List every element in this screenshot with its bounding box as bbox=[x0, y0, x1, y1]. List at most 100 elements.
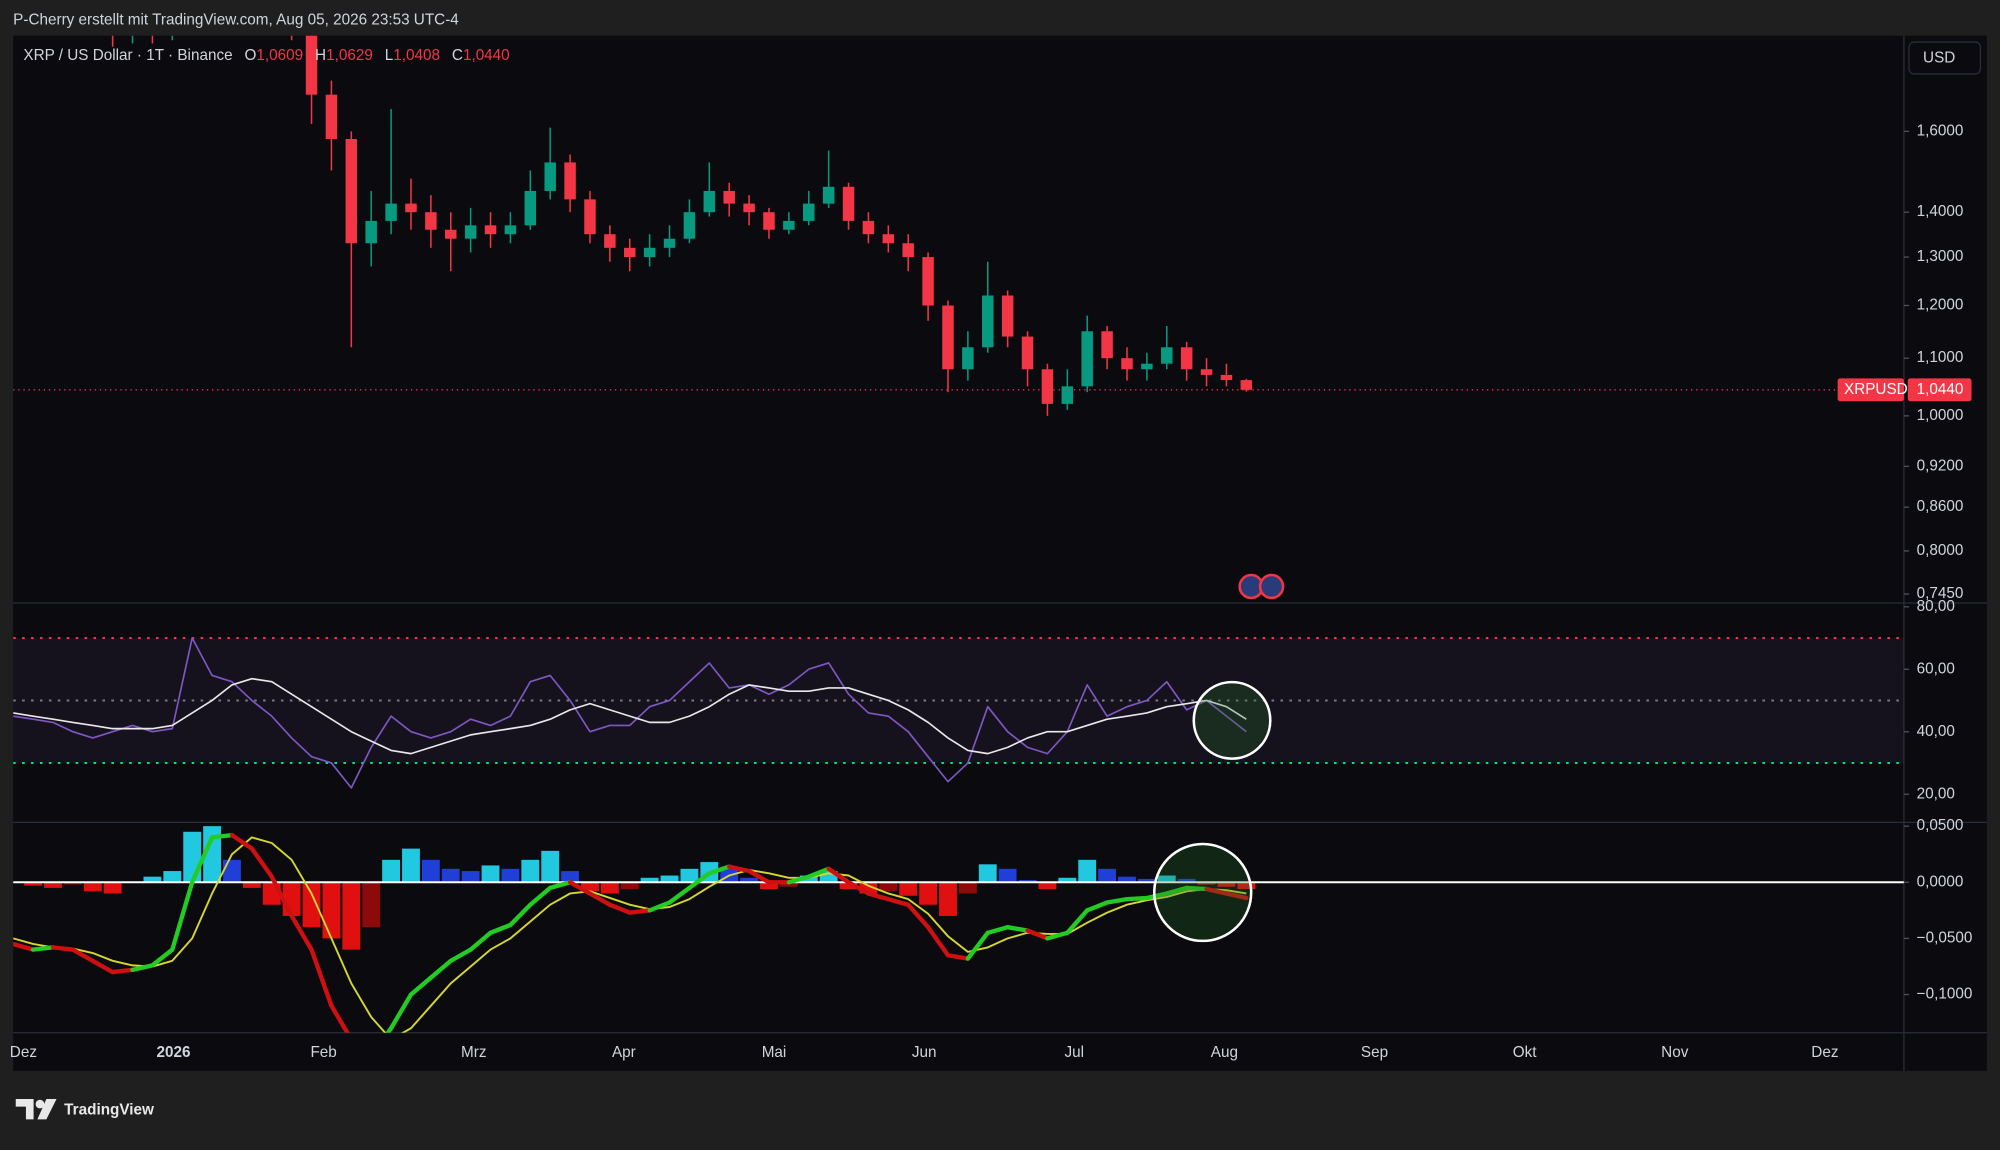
candle-body bbox=[643, 247, 656, 258]
macd-segment bbox=[627, 908, 652, 915]
histogram-bar bbox=[541, 850, 560, 883]
macd-segment bbox=[806, 866, 831, 879]
candle-body bbox=[942, 305, 954, 370]
histogram-bar bbox=[461, 871, 480, 883]
candle-body bbox=[405, 203, 417, 213]
macd-segment bbox=[209, 832, 235, 840]
chart-area bbox=[13, 35, 1987, 1071]
x-tick-label: Aug bbox=[1211, 1044, 1238, 1061]
candle-body bbox=[703, 190, 716, 213]
legend-key: H bbox=[315, 47, 326, 64]
histogram-bar bbox=[1177, 878, 1196, 883]
candle-body bbox=[763, 212, 775, 230]
candle-body bbox=[345, 138, 358, 244]
x-tick-label: Nov bbox=[1661, 1044, 1689, 1061]
macd-segment bbox=[528, 885, 553, 907]
macd-segment bbox=[130, 963, 155, 973]
y-tick-label: 1,4000 bbox=[1917, 203, 1964, 220]
candle-body bbox=[822, 186, 835, 204]
rsi-band bbox=[13, 638, 1904, 763]
macd-segment bbox=[150, 947, 175, 968]
macd-segment bbox=[548, 880, 573, 891]
symbol-label: XRPUSD bbox=[1844, 381, 1908, 398]
x-tick-label: 2026 bbox=[157, 1044, 191, 1061]
histogram-bar bbox=[581, 882, 599, 892]
legend-value: 1,0629 bbox=[326, 47, 373, 64]
y-tick-label: 1,2000 bbox=[1917, 297, 1964, 314]
y-tick-label: 0,0000 bbox=[1917, 873, 1964, 890]
macd-segment bbox=[388, 992, 414, 1031]
histogram-bar bbox=[1157, 875, 1176, 883]
x-tick-label: Dez bbox=[10, 1044, 37, 1061]
histogram-bar bbox=[640, 877, 659, 883]
symbol-legend: XRP / US Dollar · 1T · Binance O1,0609 H… bbox=[23, 47, 509, 64]
histogram-bar bbox=[1018, 880, 1037, 883]
macd-segment bbox=[468, 930, 493, 952]
y-tick-label: 80,00 bbox=[1917, 598, 1955, 615]
histogram-bar bbox=[879, 882, 898, 892]
histogram-bar bbox=[1237, 882, 1256, 890]
histogram-bar bbox=[1217, 882, 1236, 887]
histogram-bar bbox=[819, 871, 838, 883]
candle-body bbox=[922, 257, 934, 306]
legend-value: 1,0440 bbox=[463, 47, 510, 64]
x-tick-label: Okt bbox=[1513, 1044, 1538, 1061]
histogram-bar bbox=[83, 882, 102, 892]
credit: P-Cherry erstellt mit TradingView.com, A… bbox=[13, 11, 459, 28]
y-tick-label: −0,1000 bbox=[1917, 986, 1973, 1003]
histogram-bar bbox=[402, 848, 420, 883]
macd-segment bbox=[1005, 925, 1030, 933]
histogram-bar bbox=[561, 871, 580, 883]
candle-body bbox=[842, 186, 855, 221]
candle-body bbox=[1141, 363, 1153, 370]
macd-segment bbox=[428, 958, 453, 980]
candle-body bbox=[1121, 358, 1133, 370]
event-flag[interactable] bbox=[1258, 573, 1285, 600]
macd-segment bbox=[50, 945, 76, 952]
rsi-ma-line bbox=[13, 677, 1247, 755]
macd-segment bbox=[1164, 885, 1189, 896]
x-tick-label: Apr bbox=[612, 1044, 636, 1061]
histogram-bar bbox=[501, 868, 520, 883]
candle-body bbox=[743, 203, 755, 213]
logo-mark bbox=[35, 1099, 45, 1109]
x-tick-label: Feb bbox=[310, 1044, 336, 1061]
macd-segment bbox=[508, 902, 533, 928]
annotation-circle bbox=[1192, 680, 1272, 760]
annotation-circle bbox=[1152, 842, 1253, 943]
currency-button[interactable] bbox=[1908, 41, 1982, 75]
macd-segment bbox=[1045, 930, 1070, 941]
candle-body bbox=[663, 238, 676, 248]
candle-body bbox=[1001, 295, 1014, 337]
logo-mark bbox=[15, 1099, 34, 1120]
y-tick-label: 20,00 bbox=[1917, 785, 1955, 802]
histogram-bar bbox=[1038, 882, 1057, 890]
histogram-bar bbox=[322, 882, 341, 939]
macd-segment bbox=[309, 947, 334, 1008]
histogram-bar bbox=[441, 868, 460, 883]
legend-key: L bbox=[385, 47, 394, 64]
candle-body bbox=[564, 162, 576, 200]
macd-segment bbox=[786, 874, 811, 885]
macd-segment bbox=[249, 846, 274, 879]
macd-segment bbox=[70, 947, 95, 964]
macd-segment bbox=[1124, 895, 1150, 902]
histogram-bar bbox=[24, 882, 43, 886]
histogram-bar bbox=[421, 859, 440, 883]
last-price-box bbox=[1907, 378, 1972, 402]
currency-label[interactable]: USD bbox=[1923, 50, 1955, 67]
last-price-label: 1,0440 bbox=[1917, 381, 1964, 398]
legend-key: O bbox=[245, 47, 257, 64]
candle-body bbox=[1081, 331, 1093, 387]
candle-body bbox=[982, 295, 994, 348]
macd-segment bbox=[13, 941, 36, 952]
candle-body bbox=[624, 247, 636, 258]
histogram-bar bbox=[620, 882, 639, 890]
logo-mark bbox=[37, 1099, 57, 1120]
x-tick-label: Jul bbox=[1064, 1044, 1084, 1061]
macd-segment bbox=[30, 945, 56, 952]
macd-segment bbox=[746, 868, 772, 885]
rsi-line bbox=[13, 637, 1247, 789]
candle-body bbox=[1041, 369, 1054, 404]
